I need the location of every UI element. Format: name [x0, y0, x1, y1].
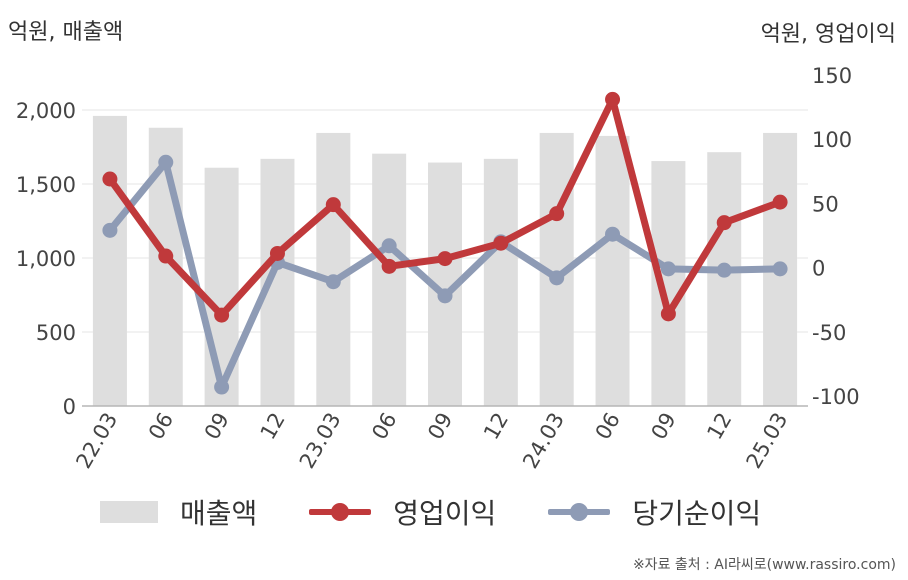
bar-revenue-0[interactable]: [92, 115, 127, 407]
x-tick-label: 24.03: [518, 409, 569, 473]
bar-revenue-4[interactable]: [316, 132, 351, 406]
point-net-income-1[interactable]: [158, 154, 174, 170]
revenue-bars: [92, 115, 798, 407]
point-operating-profit-12[interactable]: [772, 194, 788, 210]
right-tick-label: -50: [812, 321, 846, 345]
legend-item-operating-profit[interactable]: 영업이익: [309, 492, 496, 532]
point-operating-profit-2[interactable]: [214, 307, 230, 323]
bar-revenue-10[interactable]: [651, 161, 686, 406]
x-tick-label: 12: [702, 409, 736, 444]
point-net-income-2[interactable]: [214, 379, 230, 395]
right-tick-label: 50: [812, 192, 839, 216]
legend-item-revenue[interactable]: 매출액: [100, 492, 257, 532]
left-tick-label: 0: [63, 395, 76, 419]
point-operating-profit-8[interactable]: [549, 206, 565, 222]
left-tick-label: 1,000: [16, 247, 76, 271]
bar-revenue-9[interactable]: [595, 135, 630, 406]
right-tick-label: 100: [812, 128, 852, 152]
legend-swatch-operating-profit: [309, 501, 372, 523]
point-operating-profit-11[interactable]: [716, 215, 732, 231]
point-operating-profit-3[interactable]: [269, 245, 285, 261]
right-axis-unit: 억원, 영업이익: [760, 22, 896, 47]
left-axis-unit: 억원, 매출액: [8, 20, 124, 45]
legend-label-revenue: 매출액: [180, 497, 258, 530]
left-tick-label: 500: [36, 321, 76, 345]
point-net-income-9[interactable]: [605, 226, 621, 242]
profit-lines: [102, 91, 788, 395]
x-tick-label: 23.03: [295, 409, 346, 473]
bar-revenue-2[interactable]: [204, 167, 239, 406]
right-tick-label: -100: [812, 385, 860, 409]
x-tick-label: 12: [479, 409, 513, 444]
legend-label-operating-profit: 영업이익: [393, 497, 497, 530]
x-tick-label: 09: [423, 409, 457, 444]
x-tick-label: 22.03: [71, 409, 122, 473]
point-net-income-8[interactable]: [549, 270, 565, 286]
point-operating-profit-4[interactable]: [325, 197, 341, 213]
right-axis-ticks: -100 -50 0 50 100 150: [812, 64, 860, 409]
point-operating-profit-6[interactable]: [437, 251, 453, 267]
point-operating-profit-5[interactable]: [381, 258, 397, 274]
point-operating-profit-7[interactable]: [493, 235, 509, 251]
point-net-income-5[interactable]: [381, 238, 397, 254]
point-operating-profit-1[interactable]: [158, 248, 174, 264]
right-tick-label: 0: [812, 257, 825, 281]
x-axis-ticks: 22.03 06 09 12 23.03 06 09 12 24.03 06 09 12 25.03: [71, 409, 792, 473]
x-tick-label: 25.03: [742, 409, 793, 473]
legend-swatch-net-income: [548, 501, 611, 523]
x-tick-label: 06: [144, 409, 178, 444]
left-axis-ticks: 0 500 1,000 1,500 2,000: [16, 99, 76, 419]
legend: 매출액 영업이익 당기순이익: [100, 492, 813, 532]
x-tick-label: 06: [367, 409, 401, 444]
point-net-income-4[interactable]: [325, 274, 341, 290]
point-net-income-12[interactable]: [772, 261, 788, 277]
bar-revenue-7[interactable]: [483, 158, 518, 406]
point-operating-profit-10[interactable]: [660, 306, 676, 322]
point-net-income-10[interactable]: [660, 261, 676, 277]
bar-revenue-5[interactable]: [372, 153, 407, 406]
legend-label-net-income: 당기순이익: [632, 497, 762, 530]
legend-item-net-income[interactable]: 당기순이익: [548, 492, 761, 532]
point-operating-profit-0[interactable]: [102, 171, 118, 187]
bar-revenue-11[interactable]: [707, 152, 742, 406]
x-tick-label: 12: [256, 409, 290, 444]
left-tick-label: 2,000: [16, 99, 76, 123]
point-operating-profit-9[interactable]: [605, 91, 621, 107]
left-tick-label: 1,500: [16, 173, 76, 197]
x-tick-label: 06: [591, 409, 625, 444]
source-credit: ※자료 출처 : AI라씨로(www.rassiro.com): [632, 557, 896, 573]
point-net-income-11[interactable]: [716, 262, 732, 278]
x-tick-label: 09: [647, 409, 681, 444]
point-net-income-6[interactable]: [437, 288, 453, 304]
combo-chart: 0 500 1,000 1,500 2,000 -100 -50 0 50 100 150 22.…: [16, 64, 860, 473]
legend-swatch-revenue: [100, 501, 158, 523]
x-tick-label: 09: [200, 409, 234, 444]
point-net-income-0[interactable]: [102, 222, 118, 238]
right-tick-label: 150: [812, 64, 852, 88]
